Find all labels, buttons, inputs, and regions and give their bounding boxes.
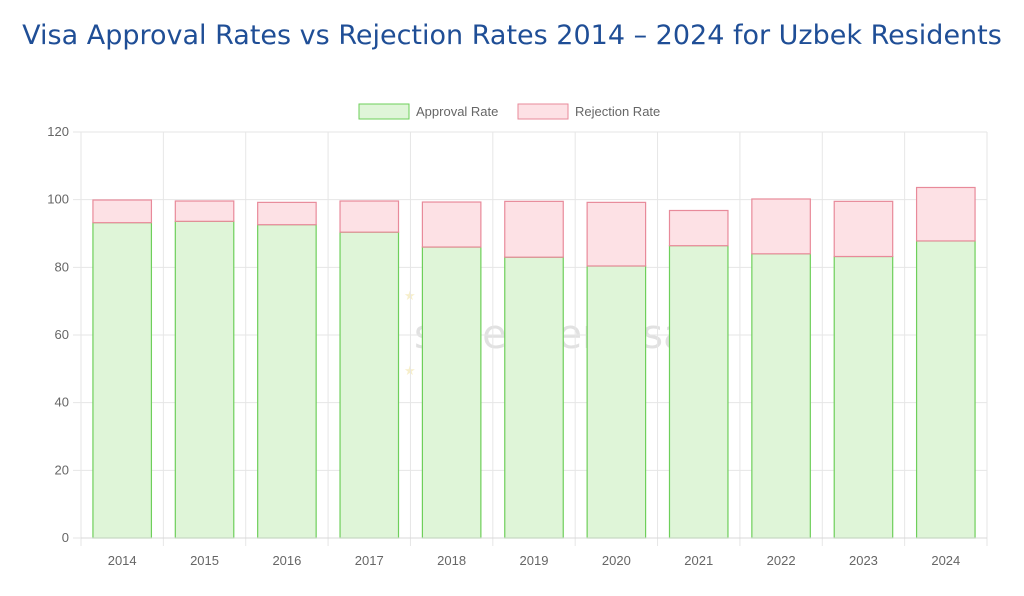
- bar-approval-2014: [92, 222, 153, 539]
- bar-approval-2023: [833, 255, 894, 539]
- legend-label-rejection: Rejection Rate: [575, 104, 660, 119]
- y-tick-label: 60: [55, 327, 69, 342]
- bar-rejection-2020: [586, 201, 647, 267]
- bar-approval-2022: [751, 253, 811, 539]
- x-tick-label: 2020: [602, 553, 631, 568]
- axes: 0 20 40 60 80 100 120 2014 2015 2016 2017 2018 2019 2…: [47, 124, 987, 568]
- bar-approval-2016: [257, 224, 317, 539]
- chart-title: Visa Approval Rates vs Rejection Rates 2…: [22, 20, 1002, 51]
- y-tick-label: 100: [47, 192, 69, 207]
- x-tick-label: 2021: [684, 553, 713, 568]
- bar-rejection-2014: [92, 199, 153, 224]
- bar-rejection-2016: [257, 201, 317, 226]
- y-tick-label: 120: [47, 124, 69, 139]
- bars: [92, 186, 976, 539]
- bar-approval-2020: [586, 265, 647, 539]
- bar-rejection-2018: [421, 201, 482, 248]
- y-tick-label: 20: [55, 462, 69, 477]
- bar-rejection-2023: [833, 200, 894, 258]
- bar-approval-2024: [915, 240, 976, 539]
- y-tick-label: 0: [62, 530, 69, 545]
- bar-approval-2021: [668, 245, 729, 539]
- x-tick-label: 2014: [108, 553, 137, 568]
- x-tick-label: 2018: [437, 553, 466, 568]
- x-tick-label: 2017: [355, 553, 384, 568]
- x-tick-label: 2022: [767, 553, 796, 568]
- legend-swatch-approval: [358, 103, 410, 120]
- legend-label-approval: Approval Rate: [416, 104, 498, 119]
- y-tick-label: 80: [55, 259, 69, 274]
- bar-approval-2017: [339, 231, 400, 539]
- y-tick-label: 40: [55, 395, 69, 410]
- x-tick-label: 2023: [849, 553, 878, 568]
- x-tick-label: 2024: [931, 553, 960, 568]
- bar-rejection-2019: [504, 200, 564, 258]
- bar-rejection-2017: [339, 200, 400, 233]
- bar-rejection-2021: [668, 209, 729, 247]
- bar-approval-2015: [174, 220, 235, 539]
- bar-approval-2018: [421, 246, 482, 539]
- svg-text:★: ★: [404, 363, 416, 378]
- bar-rejection-2015: [174, 200, 235, 222]
- bar-approval-2019: [504, 256, 564, 539]
- x-tick-label: 2015: [190, 553, 219, 568]
- legend: Approval Rate Rejection Rate: [358, 103, 660, 120]
- x-tick-label: 2016: [272, 553, 301, 568]
- svg-text:★: ★: [404, 288, 416, 303]
- bar-rejection-2024: [915, 186, 976, 242]
- bar-rejection-2022: [751, 198, 811, 255]
- legend-swatch-rejection: [517, 103, 569, 120]
- x-tick-label: 2019: [520, 553, 549, 568]
